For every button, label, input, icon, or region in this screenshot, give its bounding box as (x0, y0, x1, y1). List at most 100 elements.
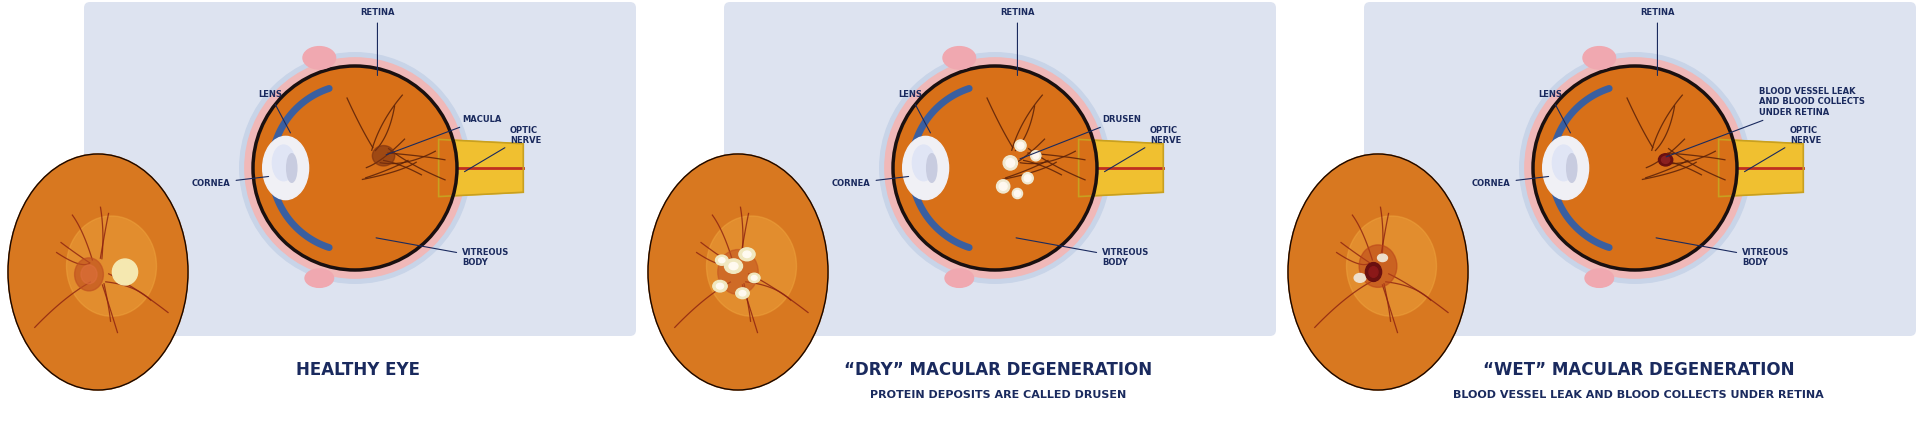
Ellipse shape (716, 255, 728, 265)
Ellipse shape (751, 276, 756, 280)
Ellipse shape (1369, 267, 1379, 277)
Ellipse shape (81, 265, 98, 284)
Text: LENS: LENS (257, 90, 290, 133)
Text: “DRY” MACULAR DEGENERATION: “DRY” MACULAR DEGENERATION (845, 361, 1152, 379)
Ellipse shape (305, 269, 334, 288)
Text: VITREOUS
BODY: VITREOUS BODY (1657, 238, 1789, 267)
Text: CORNEA: CORNEA (192, 176, 269, 188)
Text: OPTIC
NERVE: OPTIC NERVE (1104, 126, 1181, 172)
Circle shape (1532, 66, 1738, 270)
Circle shape (998, 183, 1008, 191)
Ellipse shape (927, 154, 937, 182)
Text: VITREOUS
BODY: VITREOUS BODY (1016, 238, 1150, 267)
Ellipse shape (1553, 145, 1574, 181)
Circle shape (253, 66, 457, 270)
Circle shape (1023, 175, 1031, 182)
Text: PROTEIN DEPOSITS ARE CALLED DRUSEN: PROTEIN DEPOSITS ARE CALLED DRUSEN (870, 390, 1127, 400)
Ellipse shape (735, 288, 749, 299)
FancyBboxPatch shape (724, 2, 1277, 336)
Circle shape (246, 58, 465, 278)
Text: CORNEA: CORNEA (831, 176, 908, 188)
Ellipse shape (8, 154, 188, 390)
Text: RETINA: RETINA (1000, 8, 1035, 75)
Ellipse shape (912, 145, 935, 181)
Text: DRUSEN: DRUSEN (1020, 115, 1140, 159)
Text: MACULA: MACULA (386, 115, 501, 155)
Ellipse shape (943, 47, 975, 69)
Ellipse shape (372, 146, 396, 166)
Ellipse shape (743, 251, 751, 258)
Text: BLOOD VESSEL LEAK
AND BLOOD COLLECTS
UNDER RETINA: BLOOD VESSEL LEAK AND BLOOD COLLECTS UND… (1667, 87, 1866, 157)
Ellipse shape (1582, 47, 1615, 69)
Ellipse shape (1359, 245, 1398, 288)
Text: RETINA: RETINA (1640, 8, 1674, 75)
Text: HEALTHY EYE: HEALTHY EYE (296, 361, 420, 379)
Circle shape (1018, 142, 1023, 149)
Ellipse shape (739, 248, 755, 261)
Ellipse shape (718, 250, 758, 295)
Ellipse shape (273, 145, 296, 181)
Ellipse shape (303, 47, 336, 69)
Circle shape (1006, 159, 1014, 167)
Ellipse shape (739, 291, 745, 296)
Ellipse shape (1288, 154, 1469, 390)
Ellipse shape (1542, 136, 1588, 200)
Circle shape (1016, 140, 1025, 151)
Polygon shape (1718, 139, 1803, 197)
Ellipse shape (1661, 156, 1670, 164)
Ellipse shape (1377, 254, 1388, 262)
Text: RETINA: RETINA (361, 8, 396, 75)
Circle shape (879, 53, 1110, 283)
Text: OPTIC
NERVE: OPTIC NERVE (1745, 126, 1822, 172)
Ellipse shape (902, 136, 948, 200)
Ellipse shape (1365, 262, 1382, 281)
Ellipse shape (724, 259, 743, 273)
Circle shape (1012, 188, 1023, 198)
Ellipse shape (1544, 71, 1707, 265)
Circle shape (885, 58, 1106, 278)
Circle shape (1002, 156, 1018, 170)
Polygon shape (1079, 139, 1164, 197)
Ellipse shape (649, 154, 828, 390)
Circle shape (1021, 172, 1033, 184)
Circle shape (253, 66, 457, 270)
Circle shape (893, 66, 1096, 270)
Ellipse shape (1354, 273, 1365, 282)
Circle shape (996, 180, 1010, 193)
Circle shape (1524, 58, 1745, 278)
Text: CORNEA: CORNEA (1473, 176, 1549, 188)
Ellipse shape (712, 280, 728, 292)
Text: BLOOD VESSEL LEAK AND BLOOD COLLECTS UNDER RETINA: BLOOD VESSEL LEAK AND BLOOD COLLECTS UND… (1453, 390, 1824, 400)
Ellipse shape (902, 71, 1066, 265)
Text: LENS: LENS (1538, 90, 1571, 133)
Ellipse shape (1567, 154, 1576, 182)
Text: OPTIC
NERVE: OPTIC NERVE (465, 126, 541, 172)
Circle shape (893, 66, 1096, 270)
Ellipse shape (75, 258, 104, 291)
Ellipse shape (263, 71, 426, 265)
Text: VITREOUS
BODY: VITREOUS BODY (376, 238, 509, 267)
Ellipse shape (730, 262, 737, 270)
Ellipse shape (1346, 216, 1436, 316)
Circle shape (1532, 66, 1738, 270)
FancyBboxPatch shape (84, 2, 636, 336)
Ellipse shape (749, 273, 760, 283)
Text: “WET” MACULAR DEGENERATION: “WET” MACULAR DEGENERATION (1482, 361, 1793, 379)
Ellipse shape (707, 216, 797, 316)
Circle shape (1033, 153, 1039, 159)
Ellipse shape (716, 283, 724, 289)
FancyBboxPatch shape (1363, 2, 1916, 336)
Text: LENS: LENS (899, 90, 931, 133)
Ellipse shape (67, 216, 157, 316)
Polygon shape (438, 139, 524, 197)
Ellipse shape (1659, 154, 1672, 166)
Ellipse shape (286, 154, 298, 182)
Circle shape (1031, 151, 1041, 161)
Ellipse shape (113, 259, 138, 285)
Ellipse shape (945, 269, 973, 288)
Circle shape (1521, 53, 1751, 283)
Ellipse shape (718, 258, 726, 263)
Ellipse shape (1586, 269, 1613, 288)
Circle shape (240, 53, 470, 283)
Ellipse shape (263, 136, 309, 200)
